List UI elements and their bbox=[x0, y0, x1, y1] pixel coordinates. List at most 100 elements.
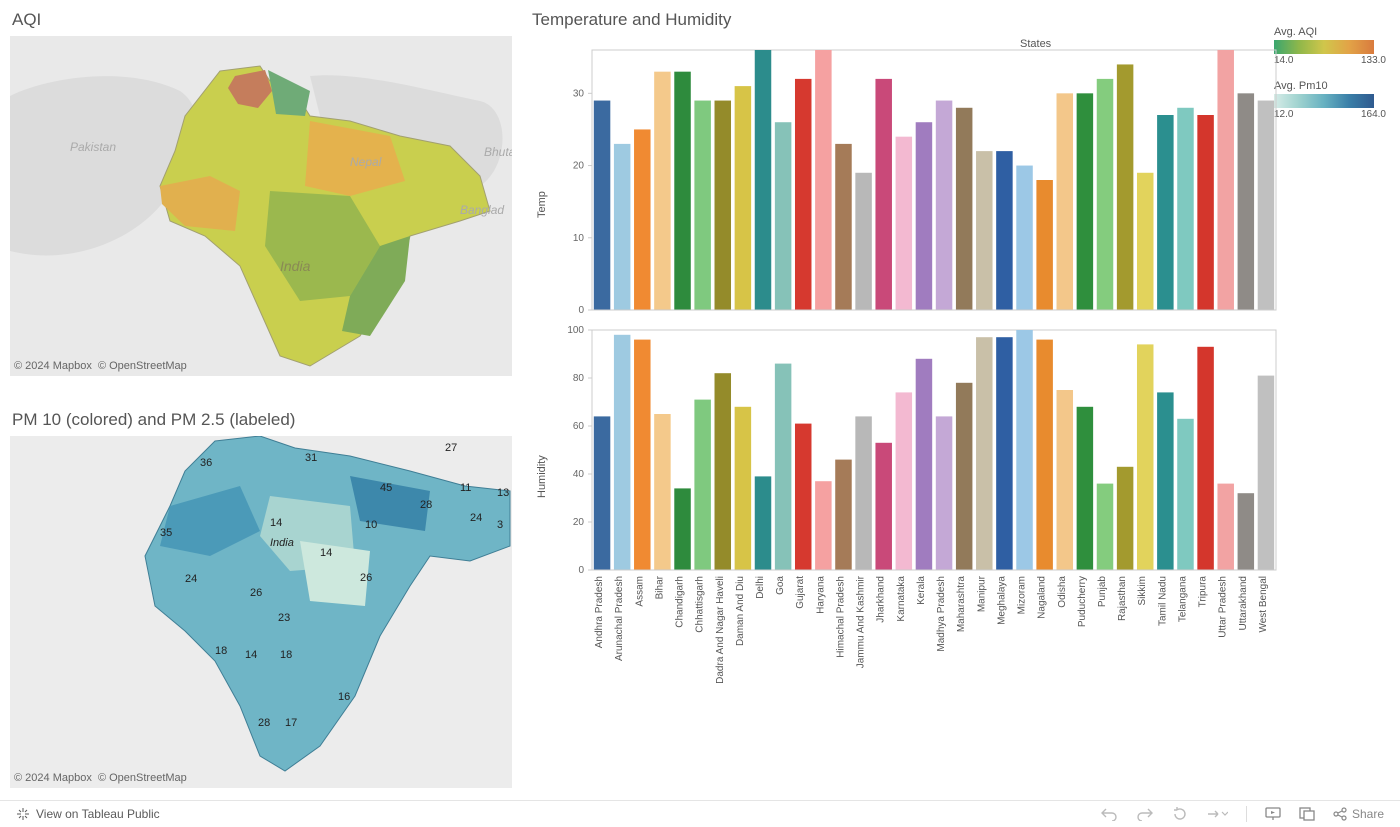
svg-text:Dadra And Nagar Haveli: Dadra And Nagar Haveli bbox=[715, 576, 726, 684]
svg-text:16: 16 bbox=[338, 691, 350, 703]
svg-text:Jharkhand: Jharkhand bbox=[876, 576, 887, 623]
view-on-tableau-link[interactable]: View on Tableau Public bbox=[16, 807, 160, 821]
svg-text:Assam: Assam bbox=[634, 576, 645, 607]
svg-text:45: 45 bbox=[380, 482, 392, 494]
svg-text:Uttarakhand: Uttarakhand bbox=[1238, 576, 1249, 630]
svg-text:Goa: Goa bbox=[775, 576, 786, 595]
svg-text:23: 23 bbox=[278, 612, 290, 624]
share-button[interactable]: Share bbox=[1333, 807, 1384, 821]
svg-text:Banglad: Banglad bbox=[460, 203, 504, 217]
svg-text:Nepal: Nepal bbox=[350, 155, 382, 169]
svg-text:Daman And Diu: Daman And Diu bbox=[735, 576, 746, 646]
svg-text:Arunachal Pradesh: Arunachal Pradesh bbox=[614, 576, 625, 661]
svg-text:Rajasthan: Rajasthan bbox=[1117, 576, 1128, 621]
svg-text:Chandigarh: Chandigarh bbox=[675, 576, 686, 628]
pm-india-label: India bbox=[270, 537, 294, 549]
svg-text:Tamil Nadu: Tamil Nadu bbox=[1157, 576, 1168, 626]
svg-text:Karnataka: Karnataka bbox=[896, 576, 907, 622]
presentation-icon[interactable] bbox=[1265, 807, 1281, 821]
svg-text:100: 100 bbox=[567, 325, 584, 336]
view-label: View on Tableau Public bbox=[36, 807, 160, 821]
redo-icon[interactable] bbox=[1136, 807, 1154, 821]
pm-panel: PM 10 (colored) and PM 2.5 (labeled) 363… bbox=[10, 408, 530, 808]
svg-text:Andhra Pradesh: Andhra Pradesh bbox=[594, 576, 605, 648]
svg-text:10: 10 bbox=[365, 519, 377, 531]
aqi-panel: AQI Pakistan Nepal Bhuta Banglad India bbox=[10, 8, 530, 408]
pm-attrib: © 2024 Mapbox © OpenStreetMap bbox=[14, 772, 187, 784]
pm-map-svg: 36 31 45 27 11 28 13 24 3 35 14 10 14 24 26 26 18 14 23 18 2… bbox=[10, 436, 512, 788]
legend-aqi: Avg. AQI 14.0133.0 bbox=[1274, 26, 1386, 66]
share-icon bbox=[1333, 807, 1347, 821]
svg-text:36: 36 bbox=[200, 457, 212, 469]
pm-map[interactable]: 36 31 45 27 11 28 13 24 3 35 14 10 14 24 26 26 18 14 23 18 2… bbox=[10, 436, 512, 788]
svg-text:Mizoram: Mizoram bbox=[1017, 576, 1028, 614]
svg-text:3: 3 bbox=[497, 519, 503, 531]
svg-text:Uttar Pradesh: Uttar Pradesh bbox=[1218, 576, 1229, 638]
svg-text:28: 28 bbox=[258, 717, 270, 729]
svg-text:Delhi: Delhi bbox=[755, 576, 766, 599]
svg-text:14: 14 bbox=[245, 649, 257, 661]
svg-text:Nagaland: Nagaland bbox=[1037, 576, 1048, 619]
svg-text:Chhattisgarh: Chhattisgarh bbox=[695, 576, 706, 633]
svg-text:Kerala: Kerala bbox=[916, 576, 927, 605]
svg-text:Tripura: Tripura bbox=[1198, 576, 1209, 608]
svg-text:18: 18 bbox=[215, 645, 227, 657]
svg-text:31: 31 bbox=[305, 452, 317, 464]
barchart-svg[interactable]: 0 10 20 30 0 20 40 60 80 100 Andhra Pradesh Arunach… bbox=[540, 14, 1280, 774]
svg-text:28: 28 bbox=[420, 499, 432, 511]
svg-text:Bihar: Bihar bbox=[654, 575, 665, 599]
svg-text:Meghalaya: Meghalaya bbox=[996, 576, 1007, 625]
aqi-attrib: © 2024 Mapbox © OpenStreetMap bbox=[14, 360, 187, 372]
device-icon[interactable] bbox=[1299, 807, 1315, 821]
svg-text:West Bengal: West Bengal bbox=[1258, 576, 1269, 633]
reset-dropdown-icon[interactable] bbox=[1206, 807, 1228, 821]
legend-pm: Avg. Pm10 12.0164.0 bbox=[1274, 80, 1386, 120]
svg-text:Gujarat: Gujarat bbox=[795, 576, 806, 609]
svg-text:24: 24 bbox=[185, 573, 197, 585]
legends: Avg. AQI 14.0133.0 Avg. Pm10 12.0164.0 bbox=[1274, 26, 1386, 134]
svg-text:Pakistan: Pakistan bbox=[70, 140, 116, 154]
svg-text:India: India bbox=[280, 258, 311, 274]
svg-text:Haryana: Haryana bbox=[815, 576, 826, 614]
svg-text:Odisha: Odisha bbox=[1057, 576, 1068, 608]
share-label: Share bbox=[1352, 807, 1384, 821]
svg-text:Himachal Pradesh: Himachal Pradesh bbox=[835, 576, 846, 658]
svg-text:60: 60 bbox=[573, 421, 585, 432]
svg-text:80: 80 bbox=[573, 373, 585, 384]
aqi-title: AQI bbox=[12, 10, 530, 30]
svg-text:0: 0 bbox=[578, 305, 584, 316]
tableau-icon bbox=[16, 807, 30, 821]
svg-text:20: 20 bbox=[573, 161, 585, 172]
svg-text:14: 14 bbox=[320, 547, 332, 559]
svg-text:26: 26 bbox=[360, 572, 372, 584]
svg-text:13: 13 bbox=[497, 487, 509, 499]
pm-title: PM 10 (colored) and PM 2.5 (labeled) bbox=[12, 410, 530, 430]
svg-text:14: 14 bbox=[270, 517, 282, 529]
svg-text:20: 20 bbox=[573, 517, 585, 528]
svg-text:10: 10 bbox=[573, 233, 585, 244]
svg-text:Bhuta: Bhuta bbox=[484, 145, 512, 159]
svg-text:Jammu And Kashmir: Jammu And Kashmir bbox=[856, 575, 867, 668]
svg-text:Maharashtra: Maharashtra bbox=[956, 576, 967, 633]
svg-text:Punjab: Punjab bbox=[1097, 576, 1108, 608]
svg-text:0: 0 bbox=[578, 565, 584, 576]
svg-text:24: 24 bbox=[470, 512, 482, 524]
svg-text:26: 26 bbox=[250, 587, 262, 599]
svg-text:35: 35 bbox=[160, 527, 172, 539]
footer-bar: View on Tableau Public Share bbox=[0, 800, 1400, 827]
svg-text:Manipur: Manipur bbox=[976, 575, 987, 612]
svg-text:40: 40 bbox=[573, 469, 585, 480]
undo-icon[interactable] bbox=[1100, 807, 1118, 821]
aqi-map[interactable]: Pakistan Nepal Bhuta Banglad India © 2024 Ma… bbox=[10, 36, 512, 376]
svg-text:30: 30 bbox=[573, 88, 585, 99]
svg-text:Telangana: Telangana bbox=[1177, 576, 1188, 623]
aqi-map-svg: Pakistan Nepal Bhuta Banglad India bbox=[10, 36, 512, 376]
svg-text:Sikkim: Sikkim bbox=[1137, 576, 1148, 605]
svg-text:Madhya Pradesh: Madhya Pradesh bbox=[936, 576, 947, 652]
svg-text:Puducherry: Puducherry bbox=[1077, 576, 1088, 627]
replay-icon[interactable] bbox=[1172, 806, 1188, 822]
svg-text:18: 18 bbox=[280, 649, 292, 661]
svg-text:27: 27 bbox=[445, 442, 457, 454]
temp-hum-panel: Temperature and Humidity Avg. AQI 14.013… bbox=[530, 8, 1390, 808]
svg-text:11: 11 bbox=[460, 482, 471, 494]
